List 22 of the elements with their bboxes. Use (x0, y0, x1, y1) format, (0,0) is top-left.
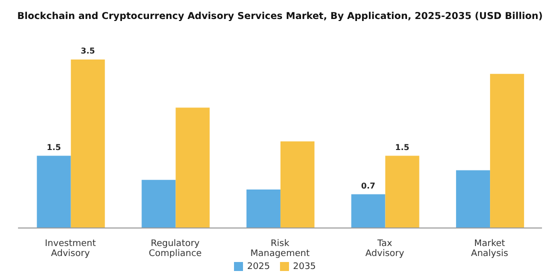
data-label: 0.7 (361, 181, 376, 190)
bar (351, 194, 386, 228)
data-label: 3.5 (80, 46, 96, 56)
bar (176, 108, 210, 228)
bar (142, 180, 176, 228)
chart-title: Blockchain and Cryptocurrency Advisory Services Market, By Application, 2025-2035 (USD Billion) (16, 10, 544, 24)
data-label: 1.5 (46, 142, 62, 152)
bar (385, 156, 420, 228)
x-tick-label: Investment Advisory (44, 239, 96, 259)
x-tick-label: Market Analysis (471, 239, 508, 259)
data-label: 1.5 (395, 142, 410, 152)
bar (246, 189, 280, 228)
bar (280, 141, 314, 228)
x-tick-label: Regulatory Compliance (148, 239, 202, 259)
x-tick-label: Risk Management (250, 239, 310, 259)
bar (456, 170, 490, 228)
bar (490, 74, 524, 228)
legend-label: 2035 (293, 262, 316, 272)
bar (36, 156, 71, 228)
legend-label: 2025 (247, 262, 270, 272)
bar (70, 59, 105, 228)
x-tick-label: Tax Advisory (365, 239, 405, 259)
